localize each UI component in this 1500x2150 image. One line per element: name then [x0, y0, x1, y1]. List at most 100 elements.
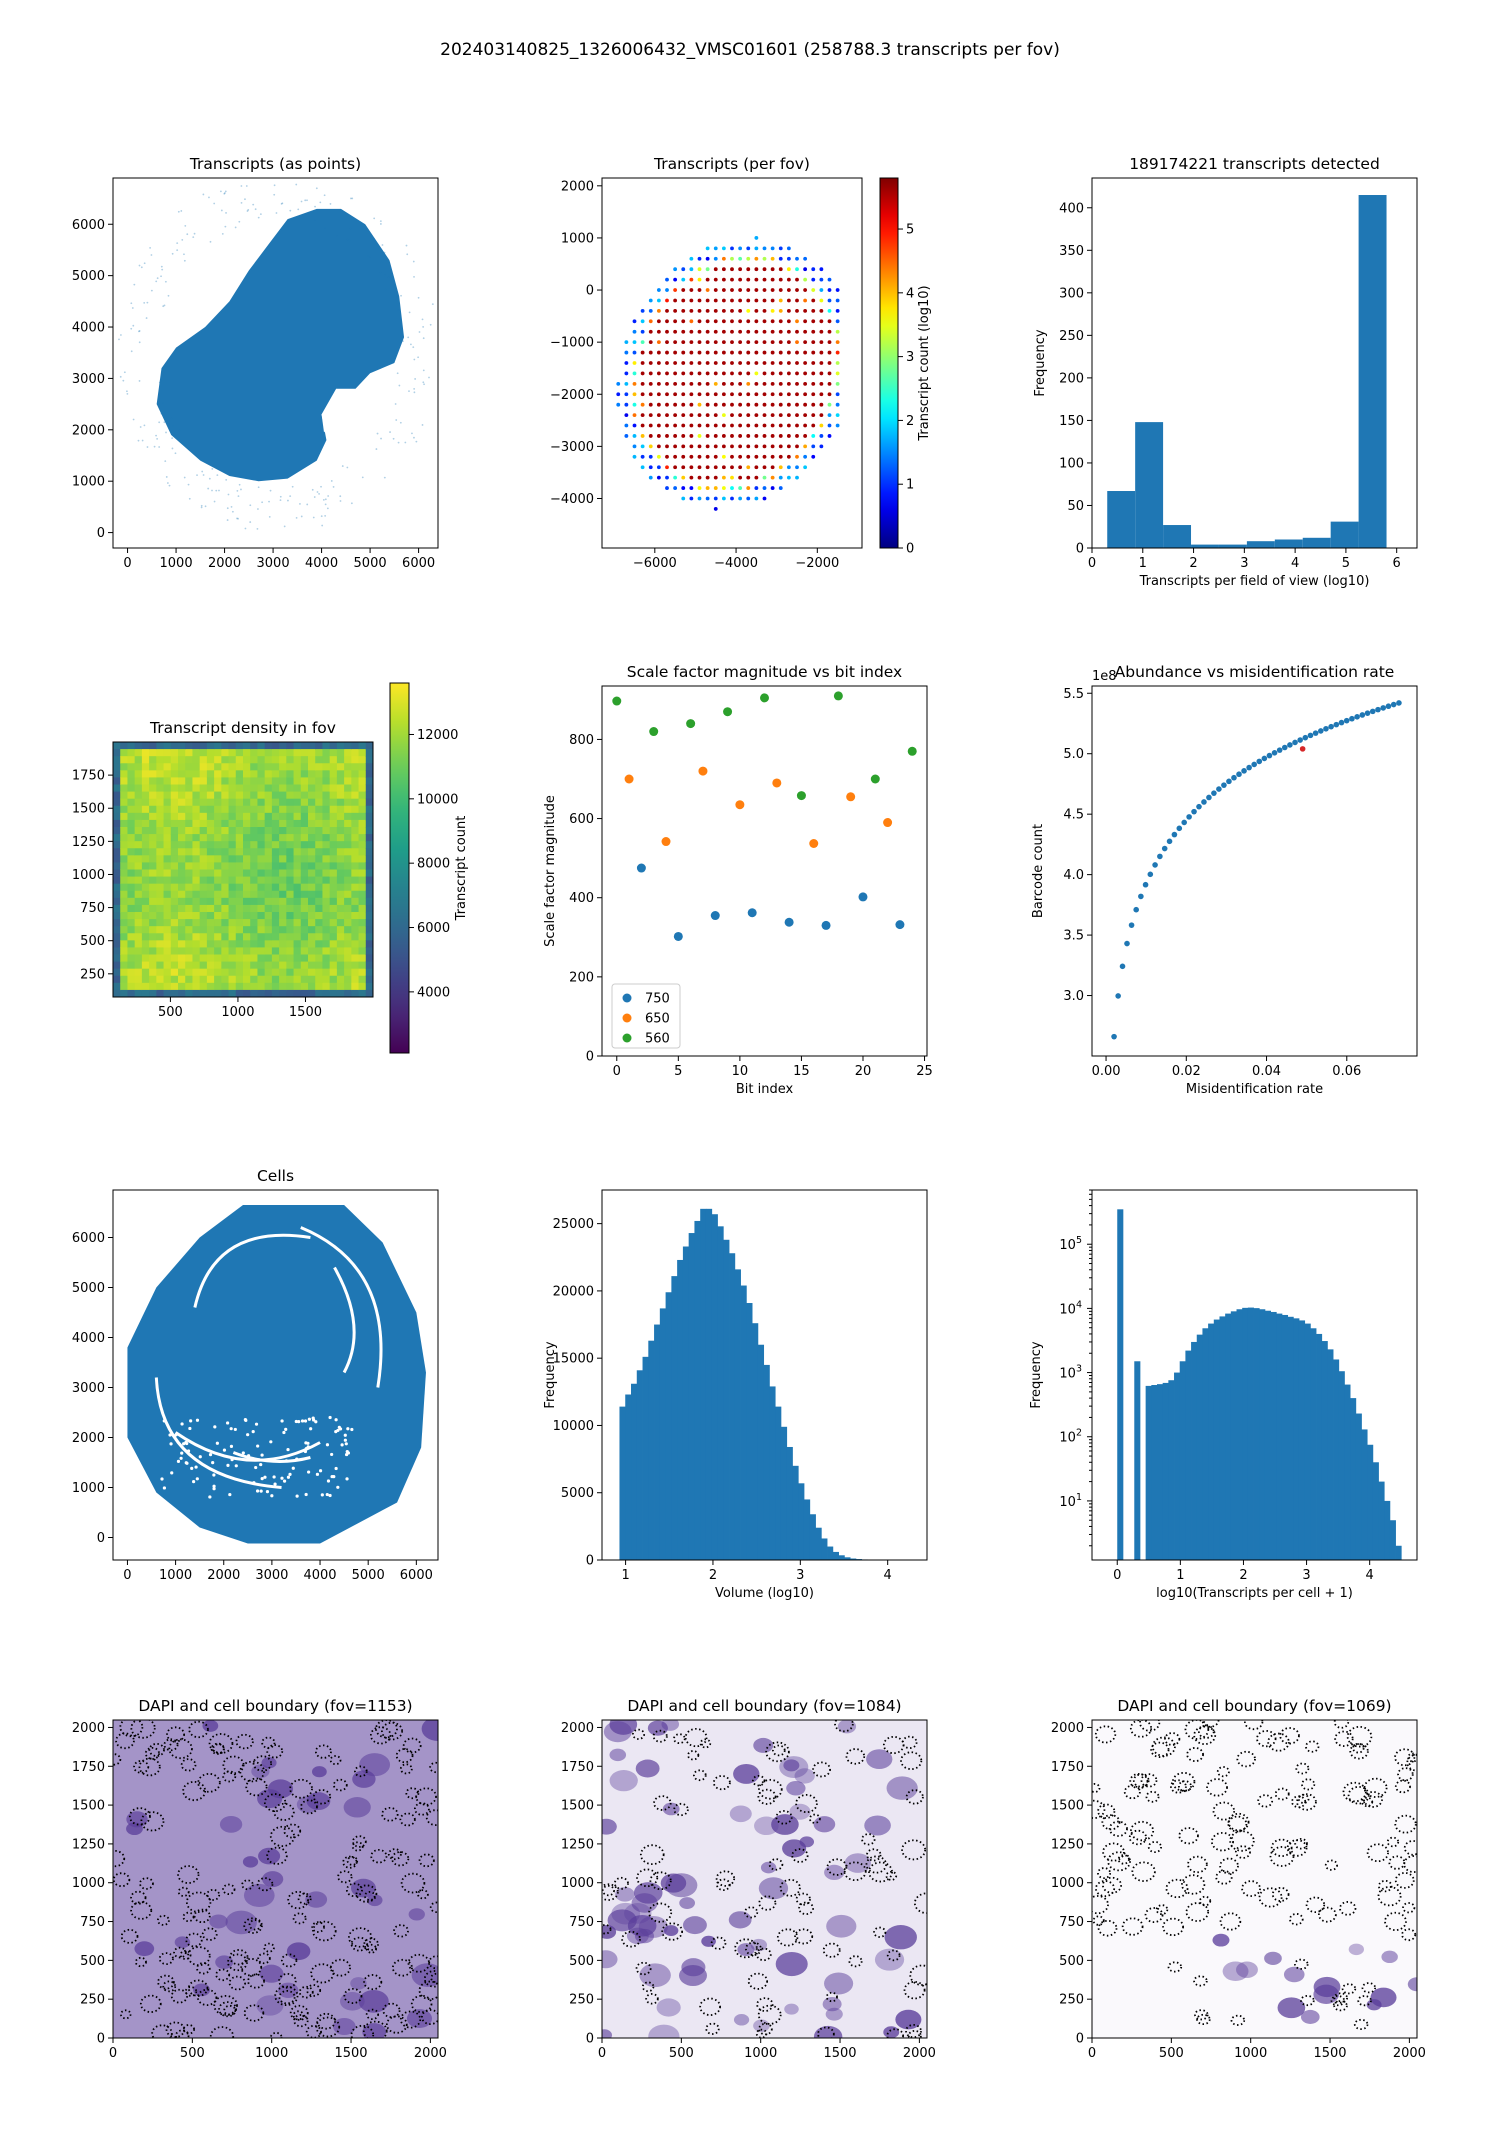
data-point: [624, 774, 634, 784]
nucleus-blob: [789, 1803, 811, 1820]
heat-cell: [192, 819, 201, 828]
data-point: [1364, 710, 1371, 716]
cell-boundary: [1147, 1840, 1162, 1854]
heat-cell: [271, 919, 280, 927]
cell-boundary: [779, 1878, 801, 1897]
fov-point: [811, 277, 816, 282]
heat-cell: [336, 975, 345, 984]
heat-cell: [293, 904, 302, 913]
heat-cell: [250, 827, 258, 835]
sparse-point: [159, 380, 162, 382]
gap-speck: [307, 1470, 311, 1474]
sparse-point: [414, 378, 417, 380]
heat-cell: [351, 982, 360, 991]
hist-bar: [659, 1308, 667, 1560]
data-point: [895, 920, 905, 930]
gap-speck: [318, 1469, 323, 1473]
gap-speck: [252, 1481, 256, 1485]
heat-cell: [199, 827, 208, 835]
heat-cell: [192, 897, 201, 906]
nucleus-blob: [733, 1763, 760, 1784]
hist-bar: [1191, 1341, 1198, 1560]
y-tick-label: 5000: [72, 269, 105, 284]
cell-boundary: [755, 2028, 768, 2038]
heat-cell: [336, 756, 345, 764]
heat-cell: [257, 798, 266, 807]
heat-cell: [134, 904, 143, 913]
cell-boundary: [1401, 1928, 1417, 1942]
heat-cell: [149, 855, 157, 863]
heat-cell: [163, 869, 172, 878]
fov-point: [827, 350, 832, 355]
nucleus-blob: [1366, 1999, 1382, 2011]
fov-point: [762, 277, 767, 282]
heat-cell: [134, 763, 143, 771]
fov-point: [762, 434, 767, 438]
heat-cell: [315, 883, 323, 892]
sparse-point: [168, 484, 171, 487]
sparse-point: [170, 417, 173, 420]
gap-speck: [230, 1458, 234, 1462]
cell-boundary: [329, 1755, 342, 1766]
heat-cell: [286, 883, 295, 892]
heat-cell: [170, 897, 179, 906]
y-tick-label: 4.5: [1063, 808, 1084, 823]
sparse-point: [240, 201, 243, 204]
fov-point: [721, 454, 726, 459]
fov-point: [697, 319, 702, 324]
fov-point: [770, 350, 775, 355]
nucleus-blob: [305, 1891, 328, 1908]
heat-cell: [134, 890, 143, 899]
gap-speck: [182, 1442, 186, 1446]
heat-cell: [250, 742, 258, 750]
heat-cell: [113, 883, 121, 892]
heat-cell: [178, 848, 186, 856]
nucleus-blob: [607, 1909, 637, 1932]
heat-cell: [344, 989, 352, 998]
heat-cell: [120, 841, 128, 849]
heat-cell: [206, 841, 215, 849]
heat-cell: [257, 834, 266, 842]
heat-cell: [235, 982, 244, 991]
heat-cell: [365, 770, 374, 778]
heat-cell: [279, 919, 287, 927]
heat-cell: [199, 855, 208, 863]
heat-cell: [308, 756, 316, 764]
heat-cell: [199, 961, 208, 970]
heat-cell: [185, 756, 193, 764]
fov-point: [632, 350, 637, 355]
heat-cell: [192, 989, 201, 998]
heat-cell: [199, 904, 208, 913]
x-tick-label: 6000: [402, 556, 435, 571]
heat-cell: [257, 954, 266, 963]
sparse-point: [373, 217, 376, 220]
fov-point: [786, 246, 791, 251]
heat-cell: [192, 749, 201, 757]
hist-bar: [1163, 525, 1192, 548]
heat-cell: [149, 763, 157, 771]
data-point: [747, 908, 757, 918]
heat-cell: [250, 869, 258, 878]
heat-cell: [351, 876, 360, 885]
heat-cell: [300, 989, 309, 998]
heat-cell: [149, 954, 157, 963]
heat-cell: [264, 742, 273, 750]
fov-point: [762, 381, 767, 386]
heat-cell: [308, 897, 316, 906]
axes-title: 189174221 transcripts detected: [1129, 155, 1380, 173]
cell-boundary: [1294, 1958, 1309, 1970]
axes-frame: [1091, 685, 1418, 1057]
fov-point: [786, 444, 791, 449]
fov-point: [746, 465, 751, 470]
fov-point: [697, 329, 702, 334]
sparse-point: [390, 291, 393, 294]
heat-cell: [178, 968, 186, 977]
heat-cell: [358, 834, 367, 842]
sparse-point: [165, 431, 167, 434]
heat-cell: [113, 827, 121, 835]
heat-cell: [192, 982, 201, 991]
sparse-point: [171, 252, 174, 255]
heat-cell: [365, 940, 374, 948]
heat-cell: [344, 819, 352, 828]
heat-cell: [185, 770, 193, 778]
